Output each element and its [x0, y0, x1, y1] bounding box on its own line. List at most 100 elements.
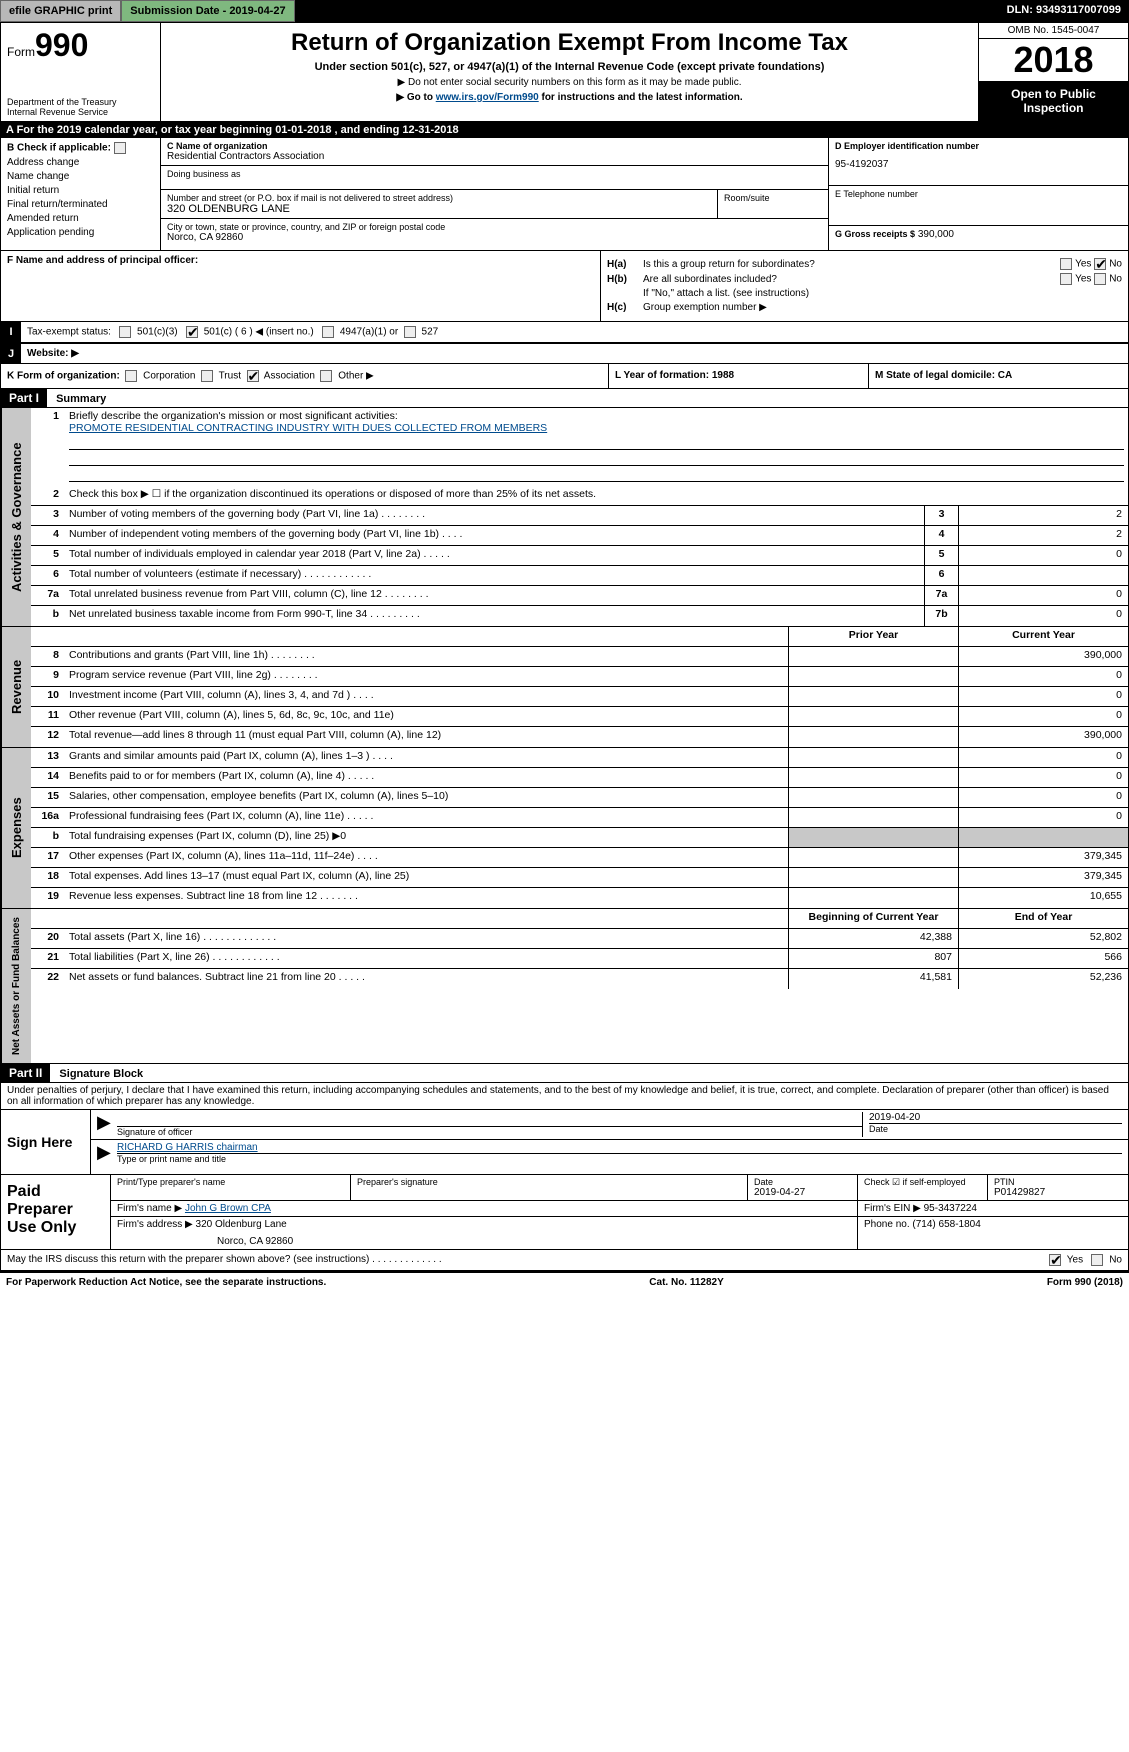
table-row: 13Grants and similar amounts paid (Part …: [31, 748, 1128, 768]
ha-label: H(a): [607, 259, 643, 270]
line-desc: Professional fundraising fees (Part IX, …: [65, 808, 788, 827]
line-num: 17: [31, 848, 65, 867]
vlabel-governance: Activities & Governance: [1, 408, 31, 626]
current-year-hdr: Current Year: [958, 627, 1128, 646]
self-emp-label[interactable]: Check ☑ if self-employed: [864, 1177, 981, 1188]
chk-address-change[interactable]: Address change: [7, 157, 154, 168]
line-desc: Number of independent voting members of …: [65, 526, 924, 545]
topbar-spacer: [295, 0, 999, 22]
netassets-block: Net Assets or Fund Balances Beginning of…: [0, 909, 1129, 1064]
table-row: bNet unrelated business taxable income f…: [31, 606, 1128, 626]
checkbox-icon[interactable]: [247, 370, 259, 382]
sign-here-label: Sign Here: [1, 1110, 91, 1174]
table-row: 21Total liabilities (Part X, line 26) . …: [31, 949, 1128, 969]
checkbox-icon[interactable]: [1094, 258, 1106, 270]
addr-value: 320 OLDENBURG LANE: [167, 203, 711, 215]
table-row: 20Total assets (Part X, line 16) . . . .…: [31, 929, 1128, 949]
prior-value: [788, 667, 958, 686]
vlabel-netassets: Net Assets or Fund Balances: [1, 909, 31, 1063]
subtitle-1: Under section 501(c), 527, or 4947(a)(1)…: [167, 61, 972, 73]
header-left: Form990 Department of the Treasury Inter…: [1, 23, 161, 121]
addr-cell: Number and street (or P.O. box if mail i…: [161, 190, 718, 218]
discuss-text: May the IRS discuss this return with the…: [7, 1254, 1049, 1266]
opt-527: 527: [422, 327, 439, 338]
line-desc: Total revenue—add lines 8 through 11 (mu…: [65, 727, 788, 747]
chk-initial-return[interactable]: Initial return: [7, 185, 154, 196]
table-row: 8Contributions and grants (Part VIII, li…: [31, 647, 1128, 667]
checkbox-icon[interactable]: [322, 326, 334, 338]
sig-date-field: 2019-04-20 Date: [862, 1112, 1122, 1137]
table-row: 19Revenue less expenses. Subtract line 1…: [31, 888, 1128, 908]
underline: [69, 436, 1124, 450]
f-label: F Name and address of principal officer:: [7, 255, 198, 266]
l-section: L Year of formation: 1988: [608, 364, 868, 388]
checkbox-icon[interactable]: [404, 326, 416, 338]
line-numcol: 6: [924, 566, 958, 585]
hc-text: Group exemption number ▶: [643, 302, 1122, 313]
current-value: 390,000: [958, 727, 1128, 747]
hc-label: H(c): [607, 302, 643, 313]
checkbox-icon[interactable]: [1094, 273, 1106, 285]
line-desc: Total number of individuals employed in …: [65, 546, 924, 565]
signature-block: Under penalties of perjury, I declare th…: [0, 1083, 1129, 1271]
firm-phone-cell: Phone no. (714) 658-1804: [858, 1217, 1128, 1249]
h-section: H(a) Is this a group return for subordin…: [601, 251, 1128, 321]
phone-label: E Telephone number: [835, 189, 1122, 199]
line-desc: Total unrelated business revenue from Pa…: [65, 586, 924, 605]
governance-body: 1 Briefly describe the organization's mi…: [31, 408, 1128, 626]
current-value: 0: [958, 768, 1128, 787]
efile-button[interactable]: efile GRAPHIC print: [0, 0, 121, 22]
checkbox-icon[interactable]: [119, 326, 131, 338]
chk-final-return[interactable]: Final return/terminated: [7, 199, 154, 210]
checkbox-icon[interactable]: [1049, 1254, 1061, 1266]
checkbox-icon[interactable]: [320, 370, 332, 382]
department-label: Department of the Treasury Internal Reve…: [7, 97, 154, 117]
officer-name: RICHARD G HARRIS chairman: [117, 1142, 1122, 1153]
line-num: 13: [31, 748, 65, 767]
prep-line-2: Firm's name ▶ John G Brown CPA Firm's EI…: [111, 1201, 1128, 1217]
prior-value: 807: [788, 949, 958, 968]
mission-text: PROMOTE RESIDENTIAL CONTRACTING INDUSTRY…: [69, 422, 547, 434]
part2-label: Part II: [1, 1064, 50, 1082]
prior-year-hdr: Prior Year: [788, 627, 958, 646]
tax-status-label: Tax-exempt status:: [27, 327, 111, 338]
line-num: 21: [31, 949, 65, 968]
chk-amended[interactable]: Amended return: [7, 213, 154, 224]
checkbox-icon[interactable]: [201, 370, 213, 382]
col-b-header: B Check if applicable:: [7, 142, 154, 154]
instructions-link[interactable]: www.irs.gov/Form990: [436, 92, 539, 103]
form-prefix: Form: [7, 45, 35, 59]
table-row: 5Total number of individuals employed in…: [31, 546, 1128, 566]
paid-preparer-row: Paid Preparer Use Only Print/Type prepar…: [1, 1174, 1128, 1249]
part1-header-row: Part I Summary: [0, 389, 1129, 408]
hb-yn[interactable]: Yes No: [1060, 273, 1122, 285]
preparer-body: Print/Type preparer's name Preparer's si…: [111, 1175, 1128, 1249]
discuss-yn[interactable]: Yes No: [1049, 1254, 1122, 1266]
line-num: 22: [31, 969, 65, 989]
line-num: b: [31, 606, 65, 626]
chk-pending[interactable]: Application pending: [7, 227, 154, 238]
chk-name-change[interactable]: Name change: [7, 171, 154, 182]
ha-yn[interactable]: Yes No: [1060, 258, 1122, 270]
checkbox-icon[interactable]: [1060, 258, 1072, 270]
current-value: 379,345: [958, 868, 1128, 887]
arrow-icon: ▶: [97, 1112, 117, 1137]
expenses-body: 13Grants and similar amounts paid (Part …: [31, 748, 1128, 908]
line-numcol: 7a: [924, 586, 958, 605]
checkbox-icon[interactable]: [1091, 1254, 1103, 1266]
self-emp-cell: Check ☑ if self-employed: [858, 1175, 988, 1200]
sig-officer-line: ▶ Signature of officer 2019-04-20 Date: [91, 1110, 1128, 1140]
checkbox-icon[interactable]: [1060, 273, 1072, 285]
line-num: 4: [31, 526, 65, 545]
checkbox-icon[interactable]: [114, 142, 126, 154]
checkbox-icon[interactable]: [125, 370, 137, 382]
line-num: 20: [31, 929, 65, 948]
ein-cell: D Employer identification number 95-4192…: [829, 138, 1128, 186]
checkbox-icon[interactable]: [186, 326, 198, 338]
prior-value: [788, 888, 958, 908]
sig-date-value: 2019-04-20: [869, 1112, 1122, 1123]
prep-sig-label: Preparer's signature: [357, 1177, 741, 1187]
current-value: 390,000: [958, 647, 1128, 666]
table-row: 15Salaries, other compensation, employee…: [31, 788, 1128, 808]
sig-officer-label: Signature of officer: [117, 1126, 862, 1137]
